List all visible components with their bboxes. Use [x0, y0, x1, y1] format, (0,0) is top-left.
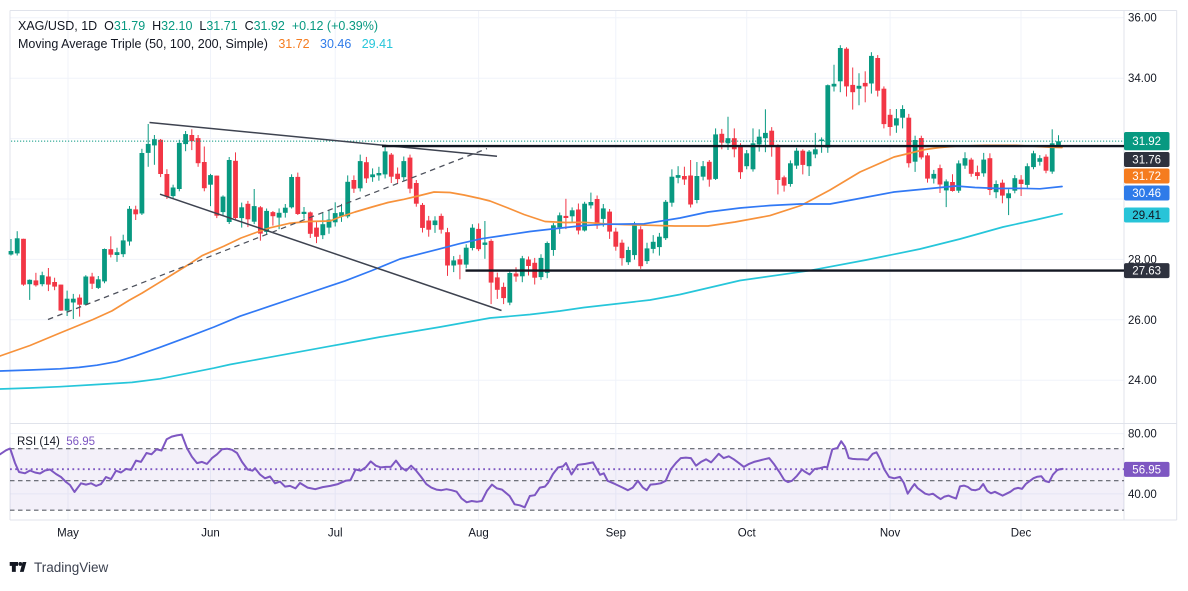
svg-text:26.00: 26.00 [1128, 315, 1157, 327]
svg-text:TradingView: TradingView [34, 560, 109, 575]
svg-text:Nov: Nov [880, 528, 901, 540]
svg-text:80.00: 80.00 [1128, 429, 1157, 441]
svg-text:Jul: Jul [328, 528, 343, 540]
svg-text:RSI (14) 56.95: RSI (14) 56.95 [17, 436, 95, 448]
svg-text:27.63: 27.63 [1132, 266, 1161, 278]
svg-text:31.92: 31.92 [1132, 136, 1161, 148]
svg-text:56.95: 56.95 [1132, 464, 1161, 476]
svg-text:Jun: Jun [201, 528, 220, 540]
svg-text:May: May [57, 528, 79, 540]
svg-text:Oct: Oct [738, 528, 757, 540]
svg-text:34.00: 34.00 [1128, 73, 1157, 85]
svg-text:Moving Average Triple (50, 100: Moving Average Triple (50, 100, 200, Sim… [18, 37, 393, 51]
svg-text:Sep: Sep [606, 528, 626, 540]
svg-text:Dec: Dec [1011, 528, 1032, 540]
svg-text:24.00: 24.00 [1128, 375, 1157, 387]
svg-text:29.41: 29.41 [1132, 210, 1161, 222]
svg-text:Aug: Aug [468, 528, 488, 540]
svg-text:40.00: 40.00 [1128, 489, 1157, 501]
svg-text:31.72: 31.72 [1132, 171, 1161, 183]
svg-text:30.46: 30.46 [1132, 188, 1161, 200]
svg-text:31.76: 31.76 [1132, 155, 1161, 167]
svg-text:XAG/USD, 1D O31.79 H32.10 L: XAG/USD, 1D O31.79 H32.10 L31.71 C31.92 … [18, 19, 378, 33]
svg-text:36.00: 36.00 [1128, 13, 1157, 25]
